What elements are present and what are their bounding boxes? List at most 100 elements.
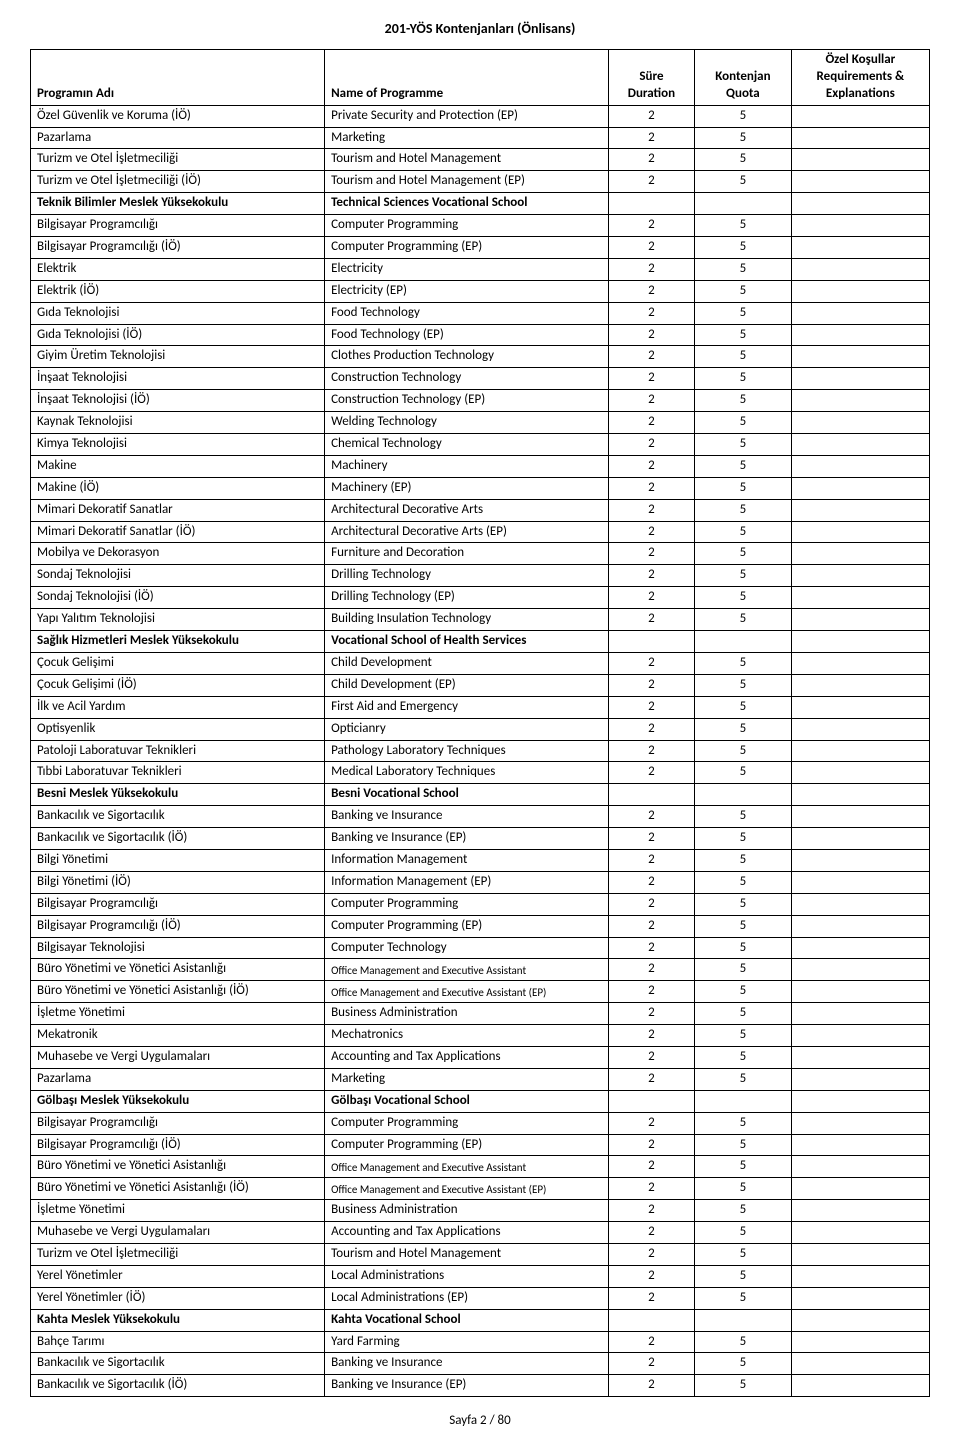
table-row: Büro Yönetimi ve Yönetici Asistanlığı (İ… [31, 981, 930, 1003]
cell-name: Information Management (EP) [325, 871, 609, 893]
cell-name: Banking ve Insurance [325, 806, 609, 828]
cell-program: Elektrik [31, 258, 325, 280]
cell-requirements [791, 1309, 929, 1331]
cell-duration: 2 [608, 499, 694, 521]
cell-program: Turizm ve Otel İşletmeciliği [31, 149, 325, 171]
cell-quota: 5 [695, 1134, 792, 1156]
table-row: Bilgi YönetimiInformation Management25 [31, 849, 930, 871]
cell-name: Building Insulation Technology [325, 609, 609, 631]
cell-name: Tourism and Hotel Management [325, 1243, 609, 1265]
table-row: İşletme YönetimiBusiness Administration2… [31, 1200, 930, 1222]
cell-name: Computer Programming (EP) [325, 915, 609, 937]
cell-requirements [791, 762, 929, 784]
cell-quota: 5 [695, 455, 792, 477]
cell-requirements [791, 1068, 929, 1090]
cell-duration: 2 [608, 455, 694, 477]
table-row: Bilgisayar ProgramcılığıComputer Program… [31, 1112, 930, 1134]
cell-program: Bankacılık ve Sigortacılık [31, 806, 325, 828]
cell-quota: 5 [695, 828, 792, 850]
cell-requirements [791, 215, 929, 237]
cell-duration: 2 [608, 915, 694, 937]
cell-program: Bilgisayar Programcılığı (İÖ) [31, 1134, 325, 1156]
cell-requirements [791, 959, 929, 981]
cell-program: Kaynak Teknolojisi [31, 412, 325, 434]
cell-duration: 2 [608, 543, 694, 565]
cell-duration: 2 [608, 871, 694, 893]
table-row: OptisyenlikOpticianry25 [31, 718, 930, 740]
cell-name: Opticianry [325, 718, 609, 740]
table-row: Turizm ve Otel İşletmeciliğiTourism and … [31, 149, 930, 171]
cell-requirements [791, 587, 929, 609]
cell-requirements [791, 1156, 929, 1178]
cell-program: Kimya Teknolojisi [31, 434, 325, 456]
cell-name: Banking ve Insurance [325, 1353, 609, 1375]
cell-program: Teknik Bilimler Meslek Yüksekokulu [31, 193, 325, 215]
cell-quota: 5 [695, 674, 792, 696]
cell-program: Bilgi Yönetimi (İÖ) [31, 871, 325, 893]
cell-requirements [791, 346, 929, 368]
cell-name: Computer Programming (EP) [325, 1134, 609, 1156]
cell-name: Besni Vocational School [325, 784, 609, 806]
cell-name: Drilling Technology [325, 565, 609, 587]
cell-quota: 5 [695, 981, 792, 1003]
cell-program: Bilgisayar Programcılığı (İÖ) [31, 915, 325, 937]
cell-requirements [791, 1200, 929, 1222]
table-row: Sağlık Hizmetleri Meslek YüksekokuluVoca… [31, 631, 930, 653]
table-row: Bankacılık ve Sigortacılık (İÖ)Banking v… [31, 828, 930, 850]
cell-program: Mimari Dekoratif Sanatlar [31, 499, 325, 521]
cell-duration: 2 [608, 740, 694, 762]
cell-name: Welding Technology [325, 412, 609, 434]
cell-quota: 5 [695, 1353, 792, 1375]
table-row: Besni Meslek YüksekokuluBesni Vocational… [31, 784, 930, 806]
cell-program: Bankacılık ve Sigortacılık (İÖ) [31, 828, 325, 850]
cell-quota [695, 193, 792, 215]
cell-duration: 2 [608, 412, 694, 434]
cell-quota: 5 [695, 302, 792, 324]
table-row: İşletme YönetimiBusiness Administration2… [31, 1003, 930, 1025]
page-title: 201-YÖS Kontenjanları (Önlisans) [30, 20, 930, 37]
cell-name: Office Management and Executive Assistan… [325, 981, 609, 1003]
cell-quota: 5 [695, 434, 792, 456]
header-duration: Süre Duration [608, 50, 694, 106]
cell-quota: 5 [695, 1156, 792, 1178]
cell-quota: 5 [695, 1200, 792, 1222]
table-row: Kahta Meslek YüksekokuluKahta Vocational… [31, 1309, 930, 1331]
cell-program: Büro Yönetimi ve Yönetici Asistanlığı [31, 959, 325, 981]
cell-program: Büro Yönetimi ve Yönetici Asistanlığı (İ… [31, 981, 325, 1003]
cell-requirements [791, 302, 929, 324]
cell-duration: 2 [608, 1178, 694, 1200]
cell-name: Accounting and Tax Applications [325, 1046, 609, 1068]
cell-duration [608, 1309, 694, 1331]
cell-program: Bankacılık ve Sigortacılık (İÖ) [31, 1375, 325, 1397]
cell-duration: 2 [608, 1068, 694, 1090]
cell-requirements [791, 237, 929, 259]
cell-program: Yapı Yalıtım Teknolojisi [31, 609, 325, 631]
cell-name: Banking ve Insurance (EP) [325, 1375, 609, 1397]
table-row: Kaynak TeknolojisiWelding Technology25 [31, 412, 930, 434]
cell-program: Bilgisayar Programcılığı (İÖ) [31, 237, 325, 259]
cell-requirements [791, 105, 929, 127]
cell-program: Mobilya ve Dekorasyon [31, 543, 325, 565]
table-row: Bankacılık ve SigortacılıkBanking ve Ins… [31, 806, 930, 828]
table-row: Büro Yönetimi ve Yönetici AsistanlığıOff… [31, 959, 930, 981]
cell-name: Construction Technology [325, 368, 609, 390]
cell-name: Computer Programming [325, 893, 609, 915]
cell-requirements [791, 324, 929, 346]
cell-requirements [791, 1265, 929, 1287]
cell-program: Patoloji Laboratuvar Teknikleri [31, 740, 325, 762]
cell-quota: 5 [695, 1003, 792, 1025]
cell-requirements [791, 171, 929, 193]
cell-requirements [791, 1112, 929, 1134]
cell-name: Computer Programming [325, 215, 609, 237]
cell-quota: 5 [695, 1331, 792, 1353]
table-row: Yerel Yönetimler (İÖ)Local Administratio… [31, 1287, 930, 1309]
cell-program: Bilgisayar Programcılığı [31, 215, 325, 237]
cell-duration: 2 [608, 171, 694, 193]
cell-program: Bilgisayar Programcılığı [31, 893, 325, 915]
table-row: Elektrik (İÖ)Electricity (EP)25 [31, 280, 930, 302]
table-row: Mimari Dekoratif SanatlarArchitectural D… [31, 499, 930, 521]
cell-quota: 5 [695, 237, 792, 259]
cell-program: Gıda Teknolojisi (İÖ) [31, 324, 325, 346]
cell-quota: 5 [695, 105, 792, 127]
table-row: Bilgisayar Programcılığı (İÖ)Computer Pr… [31, 237, 930, 259]
